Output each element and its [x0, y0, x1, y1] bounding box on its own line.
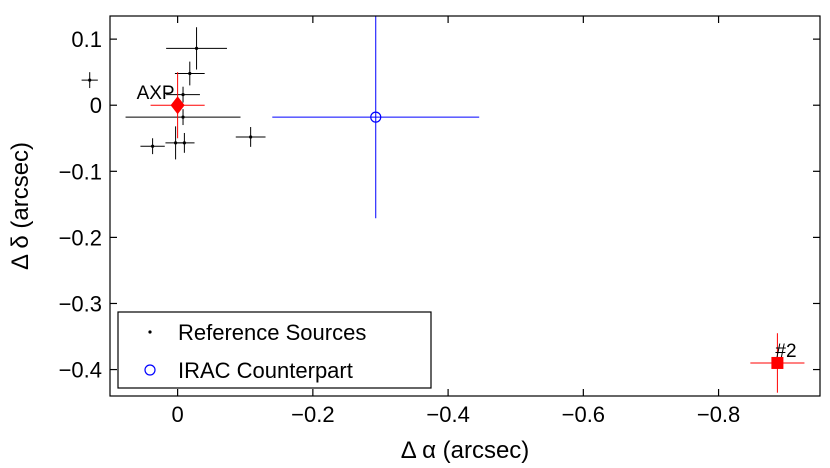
reference-source-point [188, 71, 192, 76]
legend-entry-label: IRAC Counterpart [178, 358, 353, 383]
x-tick-label: −0.2 [291, 402, 334, 427]
reference-source-point [182, 141, 186, 145]
plot-frame [109, 15, 821, 397]
reference-source-point [249, 135, 253, 139]
legend: Reference Sources IRAC Counterpart [117, 311, 432, 389]
markers-layer [88, 46, 784, 369]
reference-source-point [181, 115, 185, 119]
x-tick-label: −0.8 [697, 402, 740, 427]
legend-box [117, 311, 432, 389]
source-2-square-marker [771, 356, 784, 369]
x-tick-label: −0.4 [426, 402, 469, 427]
reference-source-point [194, 46, 199, 50]
annotations-layer: AXP #2 [137, 83, 797, 362]
x-tick-label: 0 [171, 402, 183, 427]
y-tick-label: 0 [90, 93, 102, 118]
legend-circle-marker [144, 364, 156, 376]
y-tick-label: −0.3 [59, 291, 102, 316]
legend-dot-marker [148, 330, 152, 334]
legend-entry-label: Reference Sources [178, 320, 366, 345]
reference-source-point [151, 144, 155, 148]
axp-diamond-marker [170, 96, 185, 115]
irac-counterpart-point [370, 111, 382, 123]
x-tick-label: −0.6 [562, 402, 605, 427]
y-tick-label: −0.4 [59, 358, 102, 383]
reference-source-point [88, 78, 92, 82]
y-tick-label: −0.1 [59, 159, 102, 184]
source-2-label: #2 [775, 341, 796, 362]
y-tick-label: −0.2 [59, 225, 102, 250]
y-tick-label: 0.1 [71, 27, 102, 52]
x-axis-label: Δ α (arcsec) [401, 437, 530, 464]
axp-label: AXP [137, 83, 175, 104]
y-axis-label: Δ δ (arcsec) [7, 142, 34, 270]
ticks-layer: 0 −0.2 −0.4 −0.6 −0.8 0.1 0 −0.1 −0.2 −0.3 −0.4 [59, 16, 820, 427]
reference-source-point [181, 93, 185, 97]
reference-source-point [173, 141, 178, 145]
